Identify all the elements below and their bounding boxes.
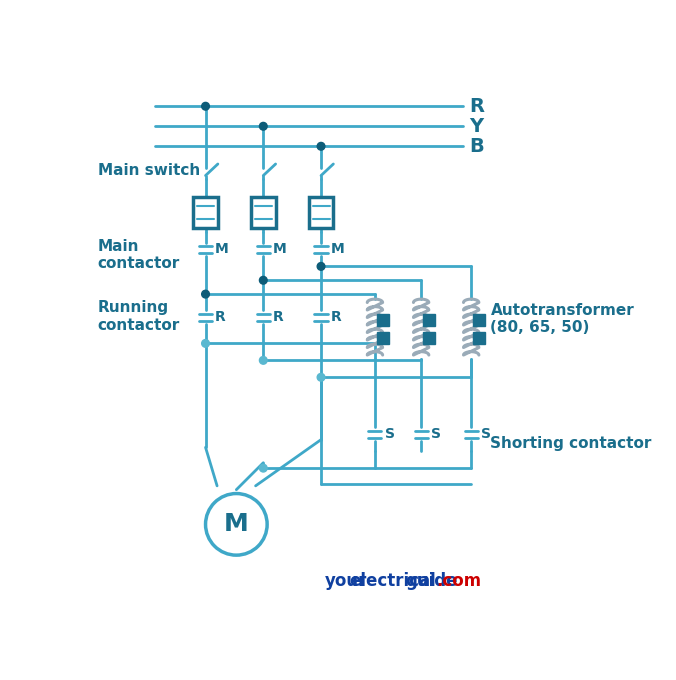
Text: guide: guide — [405, 572, 458, 590]
Text: Shorting contactor: Shorting contactor — [491, 436, 652, 451]
Circle shape — [260, 464, 267, 472]
Text: S: S — [431, 427, 441, 441]
Text: .com: .com — [436, 572, 481, 590]
Circle shape — [260, 356, 267, 364]
Circle shape — [260, 122, 267, 130]
Text: electrical: electrical — [349, 572, 436, 590]
Text: B: B — [470, 137, 485, 156]
Circle shape — [260, 276, 267, 284]
FancyBboxPatch shape — [193, 197, 218, 228]
FancyBboxPatch shape — [251, 197, 276, 228]
Text: R: R — [215, 310, 226, 324]
Text: Y: Y — [470, 117, 484, 136]
Text: S: S — [481, 427, 491, 441]
Circle shape — [317, 142, 325, 150]
Text: R: R — [331, 310, 341, 324]
Text: M: M — [215, 243, 229, 256]
Circle shape — [206, 494, 267, 555]
Text: R: R — [470, 97, 485, 116]
Text: your: your — [325, 572, 367, 590]
Text: M: M — [224, 512, 249, 537]
Circle shape — [201, 103, 210, 110]
Text: Autotransformer
(80, 65, 50): Autotransformer (80, 65, 50) — [491, 303, 634, 335]
FancyBboxPatch shape — [309, 197, 333, 228]
Text: Running
contactor: Running contactor — [98, 301, 180, 333]
Text: S: S — [385, 427, 395, 441]
Circle shape — [201, 339, 210, 347]
Circle shape — [201, 290, 210, 298]
Text: Main
contactor: Main contactor — [98, 239, 180, 271]
Text: M: M — [273, 243, 287, 256]
Circle shape — [317, 373, 325, 381]
Text: M: M — [331, 243, 344, 256]
Text: Main switch: Main switch — [98, 163, 200, 177]
Text: R: R — [273, 310, 284, 324]
Circle shape — [317, 262, 325, 270]
